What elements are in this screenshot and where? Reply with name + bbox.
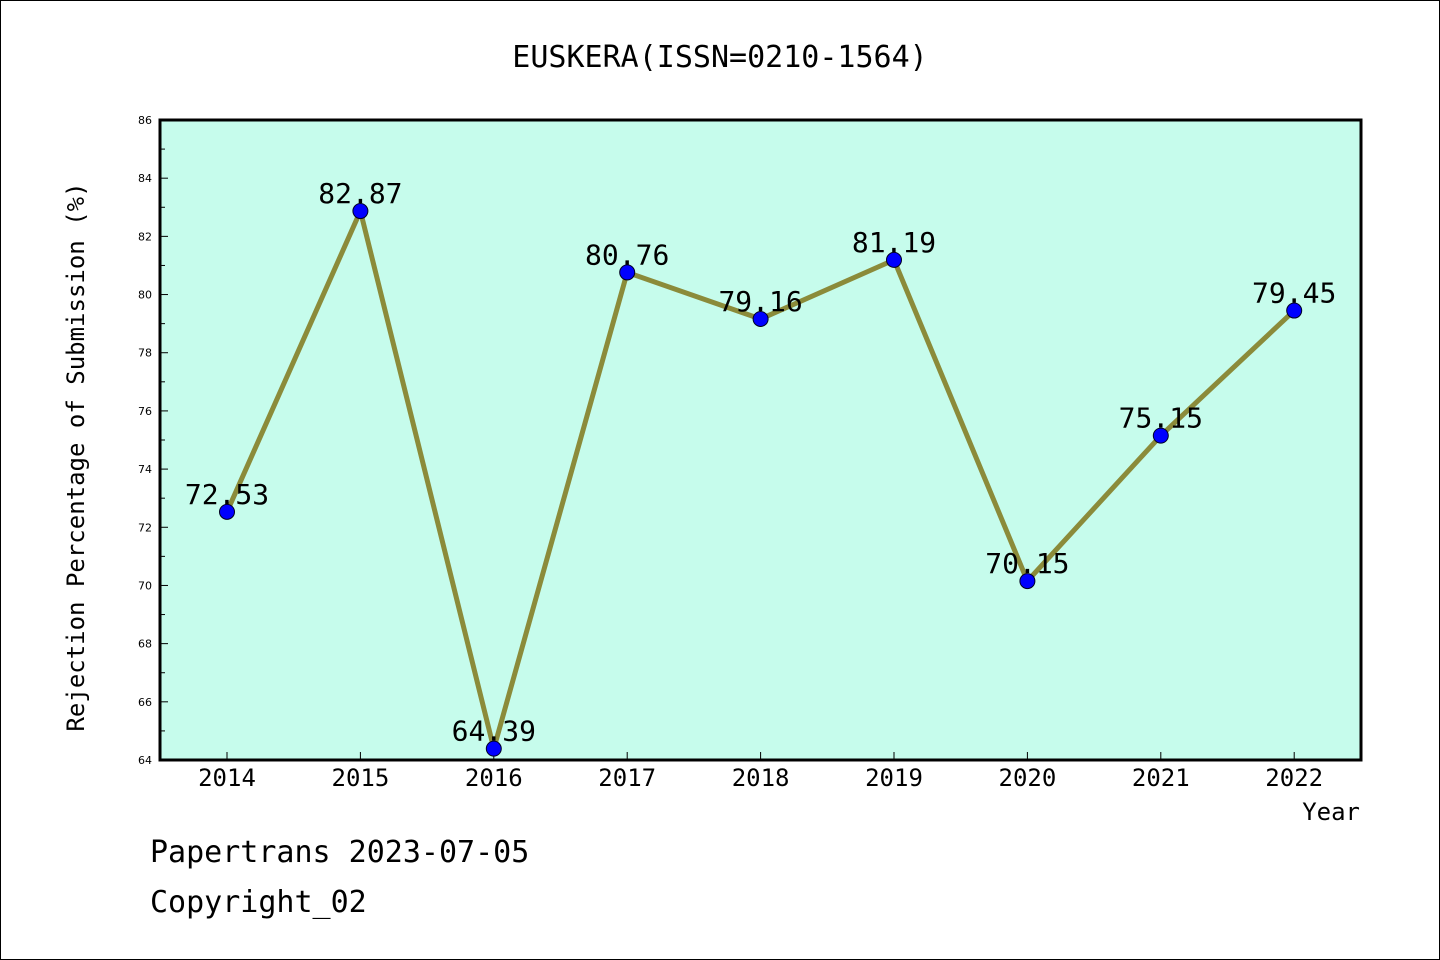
- data-labels: 72.53 82.87 64.39 80.76 79.16 81.19 70.15 75.15…: [185, 177, 1336, 748]
- chart-title: EUSKERA(ISSN=0210-1564): [512, 40, 927, 75]
- x-tick-label: 2022: [1265, 764, 1323, 792]
- y-tick-label: 76: [138, 405, 152, 418]
- y-tick-label: 72: [138, 521, 152, 534]
- data-label: 79.16: [718, 285, 802, 318]
- y-tick-label: 66: [138, 696, 152, 709]
- y-tick-label: 80: [138, 289, 152, 302]
- data-label: 72.53: [185, 478, 269, 511]
- data-point-marker: [1152, 427, 1169, 444]
- y-tick-label: 86: [138, 114, 152, 127]
- x-tick-label: 2017: [598, 764, 656, 792]
- plot-area: [158, 118, 1363, 762]
- series-markers: [219, 203, 1303, 757]
- x-tick-label: 2015: [332, 764, 390, 792]
- data-point-marker: [619, 264, 636, 281]
- x-tick-label: 2019: [865, 764, 923, 792]
- data-point-marker: [352, 203, 369, 220]
- data-point-marker: [886, 251, 902, 268]
- data-label: 80.76: [585, 238, 669, 271]
- data-point-marker: [485, 740, 502, 757]
- data-label: 82.87: [318, 177, 402, 210]
- x-tick-label: 2016: [465, 764, 523, 792]
- data-point-marker: [219, 503, 235, 520]
- y-tick-label: 84: [138, 172, 152, 185]
- data-label: 70.15: [985, 547, 1069, 580]
- x-axis: 2014 2015 2016 2017 2018 2019 2020 2021 2022: [198, 752, 1323, 792]
- data-point-marker: [1019, 573, 1036, 590]
- y-axis-label: Rejection Percentage of Submission (%): [62, 182, 90, 731]
- footer-date-text: Papertrans 2023-07-05: [150, 835, 530, 870]
- y-tick-label: 70: [138, 579, 152, 592]
- y-axis: 64 66 68 70 72 74 76 78 80 82 84 86: [138, 114, 168, 767]
- data-label: 79.45: [1252, 277, 1336, 310]
- y-tick-label: 64: [138, 754, 152, 767]
- data-label: 75.15: [1119, 402, 1203, 435]
- x-tick-label: 2014: [198, 764, 256, 792]
- data-point-marker: [752, 310, 769, 327]
- y-tick-label: 68: [138, 638, 152, 651]
- x-tick-label: 2020: [999, 764, 1057, 792]
- data-point-marker: [1286, 302, 1303, 319]
- x-tick-label: 2021: [1132, 764, 1190, 792]
- footer-copyright-text: Copyright_02: [150, 885, 367, 920]
- data-label: 81.19: [852, 226, 936, 259]
- data-label: 64.39: [452, 715, 536, 748]
- x-axis-label: Year: [1302, 798, 1360, 826]
- y-tick-label: 78: [138, 347, 152, 360]
- y-tick-label: 82: [138, 230, 152, 243]
- x-tick-label: 2018: [732, 764, 790, 792]
- y-tick-label: 74: [138, 463, 152, 476]
